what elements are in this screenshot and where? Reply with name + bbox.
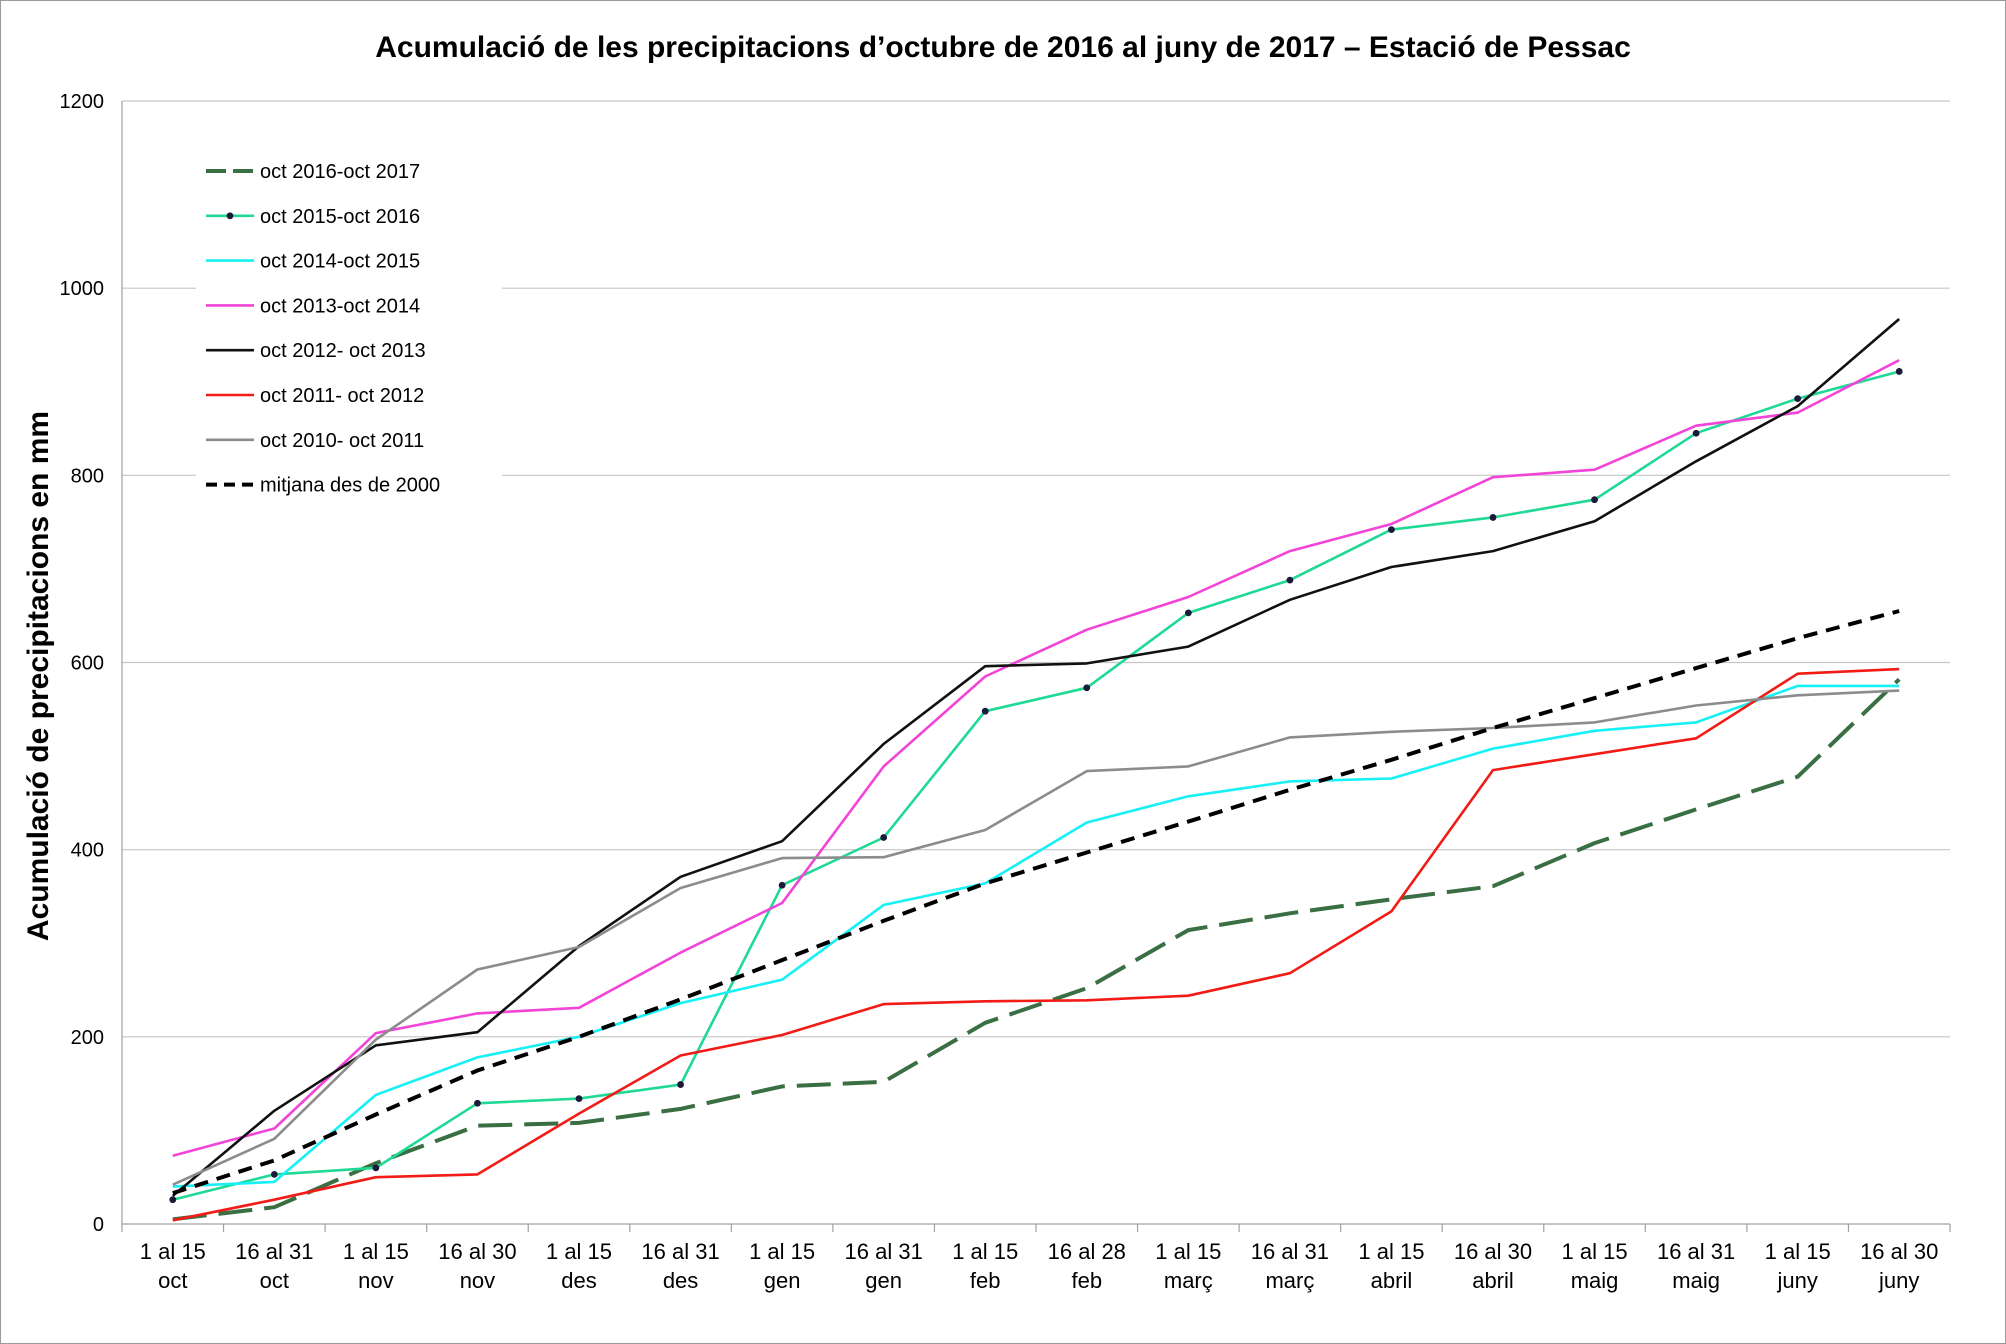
- series-point: [981, 707, 989, 715]
- y-tick-label: 1200: [60, 91, 105, 113]
- x-tick-label: des: [561, 1268, 596, 1293]
- y-axis-label: Acumulació de precipitacions en mm: [22, 411, 55, 941]
- x-tick-label: juny: [1878, 1268, 1919, 1293]
- series-point: [575, 1095, 583, 1102]
- x-tick-label: oct: [260, 1268, 289, 1293]
- x-tick-label: 1 al 15: [1765, 1239, 1831, 1264]
- legend-label: mitjana des de 2000: [260, 475, 440, 497]
- x-tick-label: feb: [970, 1268, 1001, 1293]
- series-lines: [169, 318, 1903, 1222]
- series-point: [1489, 514, 1497, 521]
- series-line-4: [171, 318, 1901, 1197]
- x-tick-label: 16 al 28: [1048, 1239, 1126, 1264]
- x-tick-label: març: [1265, 1268, 1314, 1293]
- x-tick-label: 16 al 30: [438, 1239, 516, 1264]
- series-point: [372, 1164, 380, 1172]
- series-point: [1083, 684, 1091, 692]
- y-axis-ticks: 0 200 400 600 800 1000 1200: [60, 91, 105, 1236]
- series-point: [1388, 526, 1395, 534]
- legend-marker: [226, 212, 234, 220]
- x-tick-label: 16 al 31: [641, 1239, 719, 1264]
- x-tick-label: 1 al 15: [749, 1239, 815, 1264]
- series-line-2: [172, 684, 1900, 1188]
- x-tick-label: 1 al 15: [1562, 1239, 1628, 1264]
- series-line-6: [172, 689, 1900, 1186]
- x-tick-label: 1 al 15: [546, 1239, 612, 1264]
- x-tick-label: 1 al 15: [1155, 1239, 1221, 1264]
- x-tick-label: abril: [1472, 1268, 1514, 1293]
- series-point: [1895, 368, 1903, 375]
- series-point: [474, 1099, 481, 1107]
- y-tick-label: 600: [71, 653, 104, 675]
- x-axis-ticks: 1 al 15 oct 16 al 31 oct 1 al 15 nov 16 al 30 n…: [140, 1239, 1939, 1293]
- legend-label: oct 2014-oct 2015: [260, 251, 420, 273]
- legend-label: oct 2016-oct 2017: [260, 161, 420, 183]
- x-tick-label: 1 al 15: [343, 1239, 409, 1264]
- legend-background: [196, 145, 502, 510]
- x-tick-label: gen: [865, 1268, 902, 1293]
- x-tick-label: oct: [158, 1268, 187, 1293]
- x-tick-label: 16 al 31: [845, 1239, 923, 1264]
- series-point: [778, 881, 786, 889]
- x-tick-label: març: [1164, 1268, 1213, 1293]
- y-tick-label: 1000: [60, 278, 105, 300]
- series-point: [677, 1081, 684, 1088]
- x-tick-label: 1 al 15: [952, 1239, 1018, 1264]
- series-point: [169, 1196, 177, 1204]
- series-point: [1692, 429, 1700, 437]
- y-tick-label: 800: [71, 465, 104, 487]
- x-tick-label: 1 al 15: [140, 1239, 206, 1264]
- series-line-0: [172, 677, 1901, 1222]
- series-line-3: [172, 359, 1900, 1157]
- x-tick-label: 16 al 31: [1657, 1239, 1735, 1264]
- legend-label: oct 2015-oct 2016: [260, 206, 420, 228]
- x-tick-label: 16 al 30: [1454, 1239, 1532, 1264]
- series-point: [1286, 576, 1294, 584]
- series-point: [1794, 395, 1802, 402]
- legend-label: oct 2010- oct 2011: [260, 430, 424, 452]
- series-line-1: [172, 370, 1900, 1201]
- x-tick-label: maig: [1672, 1268, 1720, 1293]
- x-tick-label: nov: [358, 1268, 393, 1293]
- x-tick-label: feb: [1071, 1268, 1102, 1293]
- series-point: [880, 834, 888, 841]
- x-tick-label: 1 al 15: [1358, 1239, 1424, 1264]
- x-tick-label: 16 al 31: [235, 1239, 313, 1264]
- series-point: [1591, 496, 1598, 504]
- x-tick-label: 16 al 30: [1860, 1239, 1938, 1264]
- x-tick-label: abril: [1371, 1268, 1413, 1293]
- x-tick-label: 16 al 31: [1251, 1239, 1329, 1264]
- legend-label: oct 2012- oct 2013: [260, 340, 426, 362]
- x-tick-label: maig: [1571, 1268, 1619, 1293]
- series-line-7: [172, 609, 1900, 1196]
- series-point: [270, 1171, 278, 1178]
- y-tick-label: 200: [71, 1027, 104, 1049]
- x-tick-label: gen: [764, 1268, 801, 1293]
- legend-label: oct 2011- oct 2012: [260, 385, 424, 407]
- x-tick-label: des: [663, 1268, 698, 1293]
- legend: oct 2016-oct 2017 oct 2015-oct 2016 oct 20…: [196, 145, 502, 510]
- y-tick-label: 0: [93, 1214, 104, 1236]
- x-tick-label: juny: [1776, 1268, 1817, 1293]
- chart-title: Acumulació de les precipitacions d’octub…: [375, 31, 1631, 64]
- y-tick-label: 400: [71, 840, 104, 862]
- series-line-5: [172, 667, 1900, 1222]
- series-point: [1184, 609, 1192, 617]
- x-tick-label: nov: [460, 1268, 495, 1293]
- legend-label: oct 2013-oct 2014: [260, 295, 420, 317]
